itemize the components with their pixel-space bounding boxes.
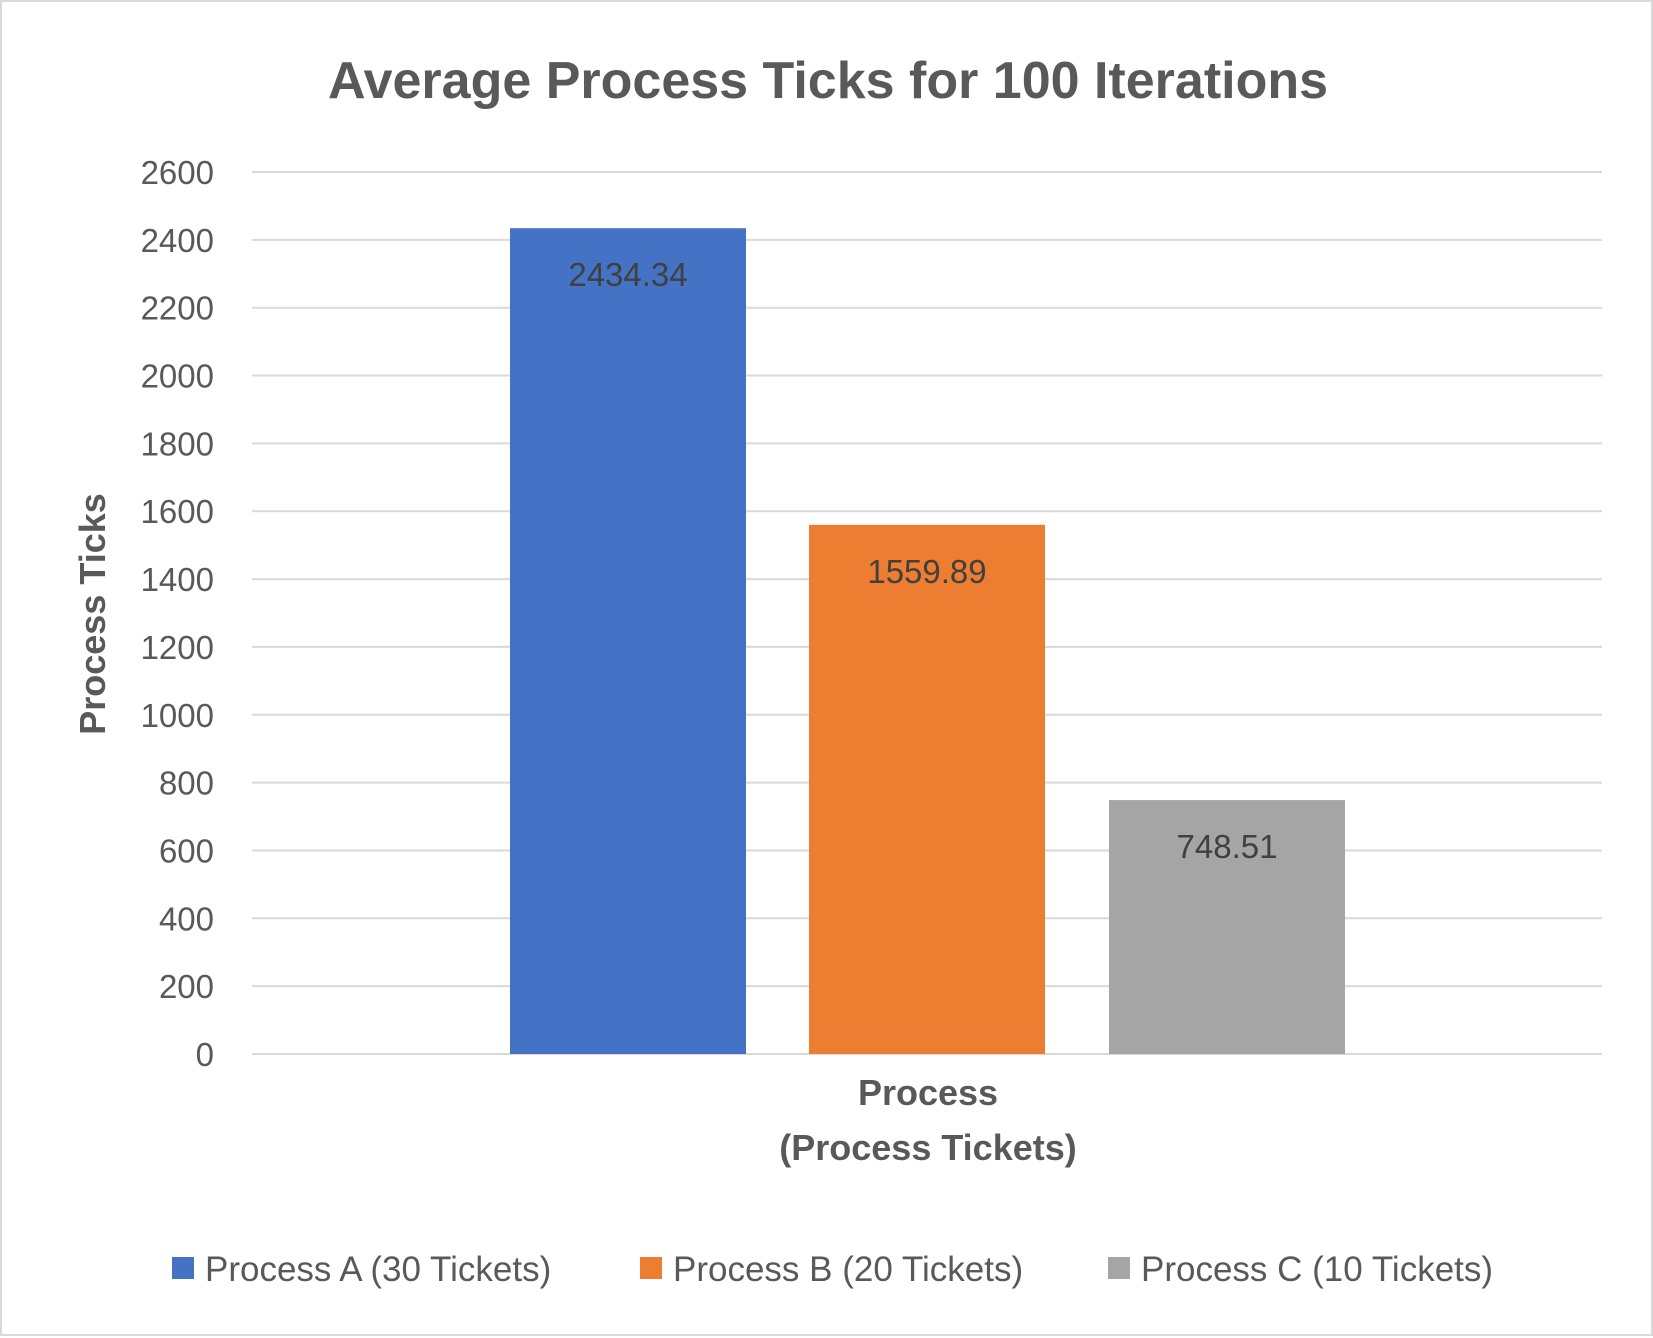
y-tick-label: 1000 (141, 697, 214, 734)
legend-item: Process A (30 Tickets) (172, 1250, 551, 1289)
legend-item: Process B (20 Tickets) (640, 1250, 1023, 1289)
y-tick-label: 800 (159, 765, 214, 802)
legend-swatch (640, 1257, 662, 1279)
bars (510, 228, 1345, 1055)
legend-swatch (172, 1257, 194, 1279)
bar (809, 524, 1045, 1054)
y-tick-label: 2000 (141, 358, 214, 395)
legend-label: Process C (10 Tickets) (1141, 1250, 1493, 1289)
legend-label: Process B (20 Tickets) (673, 1250, 1023, 1289)
bar (510, 228, 746, 1055)
data-label: 748.51 (1177, 828, 1278, 865)
y-tick-label: 2600 (141, 154, 214, 191)
data-label: 2434.34 (568, 256, 687, 293)
data-labels: 2434.34 1559.89 748.51 (568, 256, 1277, 865)
x-axis-title-line-1: Process (858, 1072, 998, 1113)
legend-swatch (1108, 1257, 1130, 1279)
y-tick-label: 600 (159, 832, 214, 869)
y-tick-label: 1800 (141, 425, 214, 462)
bar (1109, 800, 1345, 1054)
x-axis-title-line-2: (Process Tickets) (779, 1127, 1077, 1168)
y-tick-label: 400 (159, 900, 214, 937)
y-tick-label: 1600 (141, 493, 214, 530)
y-tick-label: 200 (159, 968, 214, 1005)
y-tick-label: 1200 (141, 629, 214, 666)
chart-title: Average Process Ticks for 100 Iterations (328, 52, 1328, 110)
y-tick-label: 1400 (141, 561, 214, 598)
legend-item: Process C (10 Tickets) (1108, 1250, 1493, 1289)
legend: Process A (30 Tickets) Process B (20 Tick… (172, 1250, 1493, 1289)
data-label: 1559.89 (867, 553, 986, 590)
y-tick-label: 0 (196, 1036, 214, 1073)
y-axis-ticks: 0 200 400 600 800 1000 1200 1400 1600 1800 2000 220… (141, 154, 214, 1073)
y-axis-title: Process Ticks (72, 493, 113, 735)
legend-label: Process A (30 Tickets) (205, 1250, 551, 1289)
y-tick-label: 2200 (141, 290, 214, 327)
y-tick-label: 2400 (141, 222, 214, 259)
